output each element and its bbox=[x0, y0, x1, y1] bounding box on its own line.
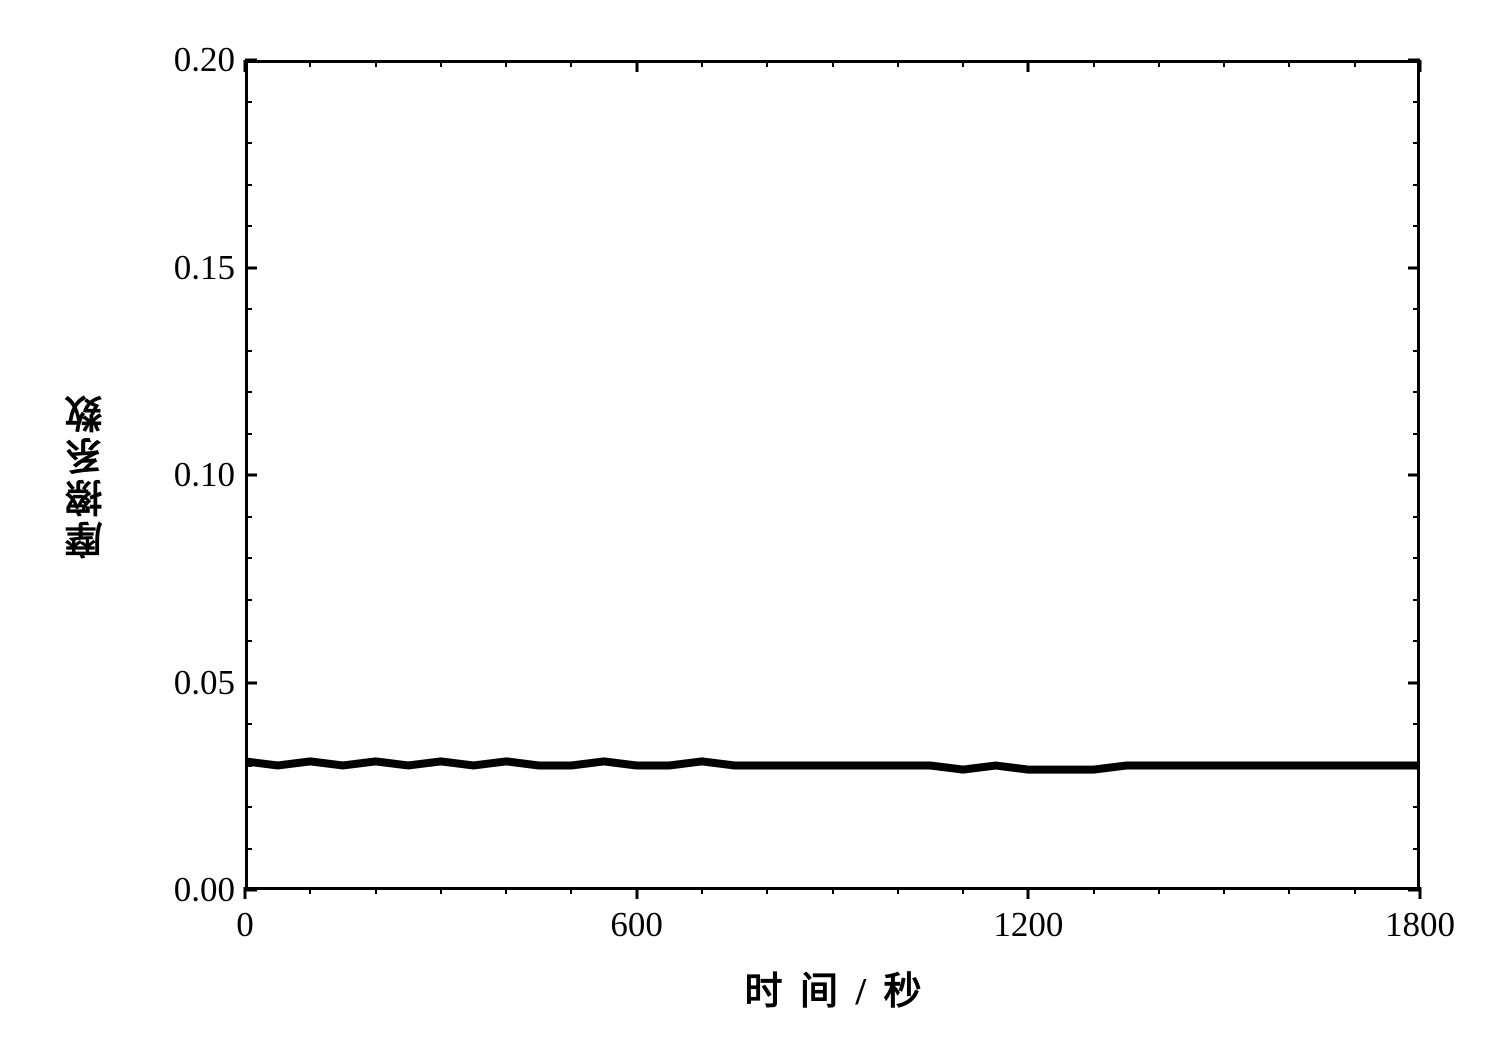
y-minor-tick bbox=[1413, 557, 1420, 559]
x-minor-tick bbox=[1223, 60, 1225, 67]
x-minor-tick bbox=[505, 887, 507, 894]
x-minor-tick bbox=[962, 887, 964, 894]
x-minor-tick bbox=[897, 887, 899, 894]
y-minor-tick bbox=[1413, 765, 1420, 767]
y-minor-tick bbox=[245, 848, 252, 850]
y-minor-tick bbox=[1413, 723, 1420, 725]
x-minor-tick bbox=[766, 60, 768, 67]
y-tick-mark bbox=[1408, 681, 1420, 684]
x-tick-mark bbox=[635, 60, 638, 72]
y-minor-tick bbox=[245, 142, 252, 144]
x-minor-tick bbox=[897, 60, 899, 67]
y-minor-tick bbox=[245, 101, 252, 103]
x-minor-tick bbox=[832, 60, 834, 67]
y-minor-tick bbox=[245, 350, 252, 352]
x-minor-tick bbox=[766, 887, 768, 894]
x-tick-label: 1800 bbox=[1360, 905, 1480, 945]
y-tick-label: 0.15 bbox=[115, 248, 235, 288]
y-minor-tick bbox=[1413, 391, 1420, 393]
x-tick-label: 1200 bbox=[968, 905, 1088, 945]
y-tick-label: 0.05 bbox=[115, 663, 235, 703]
y-minor-tick bbox=[1413, 101, 1420, 103]
x-minor-tick bbox=[570, 887, 572, 894]
y-axis-label: 摩擦系数 bbox=[60, 391, 115, 559]
y-minor-tick bbox=[245, 557, 252, 559]
x-minor-tick bbox=[1093, 887, 1095, 894]
x-minor-tick bbox=[1158, 887, 1160, 894]
x-minor-tick bbox=[375, 60, 377, 67]
y-tick-mark bbox=[245, 889, 257, 892]
y-tick-mark bbox=[245, 59, 257, 62]
x-minor-tick bbox=[1354, 887, 1356, 894]
y-minor-tick bbox=[245, 599, 252, 601]
x-minor-tick bbox=[309, 60, 311, 67]
y-tick-mark bbox=[1408, 474, 1420, 477]
y-tick-label: 0.20 bbox=[115, 40, 235, 80]
x-minor-tick bbox=[505, 60, 507, 67]
x-minor-tick bbox=[1288, 60, 1290, 67]
y-tick-mark bbox=[245, 681, 257, 684]
y-minor-tick bbox=[1413, 184, 1420, 186]
y-tick-label: 0.10 bbox=[115, 455, 235, 495]
y-minor-tick bbox=[1413, 848, 1420, 850]
x-minor-tick bbox=[375, 887, 377, 894]
y-minor-tick bbox=[1413, 142, 1420, 144]
y-minor-tick bbox=[1413, 433, 1420, 435]
x-tick-mark bbox=[1419, 887, 1422, 899]
x-tick-mark bbox=[1027, 60, 1030, 72]
y-minor-tick bbox=[245, 308, 252, 310]
x-minor-tick bbox=[1223, 887, 1225, 894]
x-minor-tick bbox=[1354, 60, 1356, 67]
y-minor-tick bbox=[1413, 308, 1420, 310]
y-minor-tick bbox=[1413, 599, 1420, 601]
x-minor-tick bbox=[1158, 60, 1160, 67]
y-minor-tick bbox=[245, 723, 252, 725]
x-minor-tick bbox=[440, 887, 442, 894]
y-minor-tick bbox=[245, 765, 252, 767]
x-minor-tick bbox=[570, 60, 572, 67]
x-minor-tick bbox=[832, 887, 834, 894]
x-tick-mark bbox=[1027, 887, 1030, 899]
y-tick-label: 0.00 bbox=[115, 870, 235, 910]
y-minor-tick bbox=[245, 640, 252, 642]
y-tick-mark bbox=[245, 266, 257, 269]
x-minor-tick bbox=[962, 60, 964, 67]
x-minor-tick bbox=[701, 887, 703, 894]
y-minor-tick bbox=[1413, 225, 1420, 227]
y-tick-mark bbox=[245, 474, 257, 477]
y-minor-tick bbox=[245, 225, 252, 227]
y-minor-tick bbox=[245, 806, 252, 808]
y-minor-tick bbox=[245, 516, 252, 518]
x-tick-label: 0 bbox=[185, 905, 305, 945]
x-minor-tick bbox=[701, 60, 703, 67]
y-minor-tick bbox=[245, 433, 252, 435]
y-minor-tick bbox=[1413, 350, 1420, 352]
plot-area bbox=[245, 60, 1420, 890]
y-minor-tick bbox=[1413, 806, 1420, 808]
x-minor-tick bbox=[1093, 60, 1095, 67]
y-minor-tick bbox=[245, 184, 252, 186]
y-minor-tick bbox=[1413, 516, 1420, 518]
y-minor-tick bbox=[245, 391, 252, 393]
y-tick-mark bbox=[1408, 266, 1420, 269]
x-tick-mark bbox=[244, 60, 247, 72]
x-minor-tick bbox=[1288, 887, 1290, 894]
x-minor-tick bbox=[440, 60, 442, 67]
x-tick-mark bbox=[1419, 60, 1422, 72]
x-minor-tick bbox=[309, 887, 311, 894]
x-tick-label: 600 bbox=[577, 905, 697, 945]
x-tick-mark bbox=[635, 887, 638, 899]
x-tick-mark bbox=[244, 887, 247, 899]
friction-coefficient-chart: 0.000.050.100.150.20 060012001800 摩擦系数 时… bbox=[50, 30, 1470, 1010]
y-minor-tick bbox=[1413, 640, 1420, 642]
x-axis-label: 时 间 / 秒 bbox=[744, 960, 925, 1015]
